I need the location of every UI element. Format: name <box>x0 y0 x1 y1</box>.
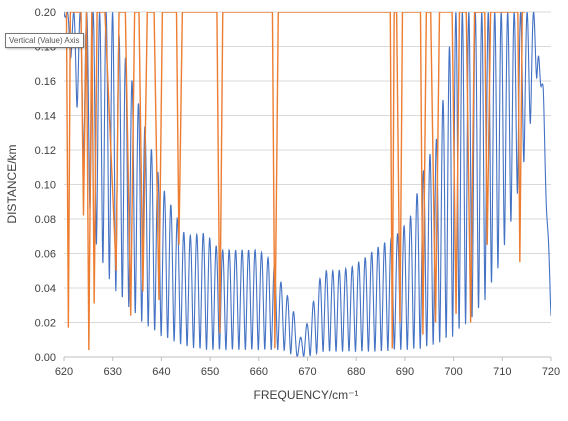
y-tick-label: 0.06 <box>35 249 56 261</box>
x-tick-label: 620 <box>55 366 73 378</box>
x-tick-label: 690 <box>396 366 414 378</box>
y-tick-label: 0.00 <box>35 352 56 364</box>
axes <box>63 356 552 361</box>
x-tick-label: 670 <box>298 366 316 378</box>
x-tick-label: 720 <box>542 366 560 378</box>
y-tick-label: 0.12 <box>35 145 56 157</box>
y-tick-label: 0.16 <box>35 76 56 88</box>
series-orange-line[interactable] <box>65 12 525 351</box>
x-axis-title: FREQUENCY/cm⁻¹ <box>254 388 359 402</box>
x-tick-label: 660 <box>250 366 268 378</box>
x-tick-label: 710 <box>493 366 511 378</box>
y-axis-title: DISTANCE/km <box>5 144 19 223</box>
y-tick-label: 0.14 <box>35 111 56 123</box>
x-tick-label: 640 <box>152 366 170 378</box>
y-tick-label: 0.02 <box>35 318 56 330</box>
plot-area[interactable] <box>64 12 551 357</box>
y-tick-label: 0.04 <box>35 283 56 295</box>
y-tick-label: 0.08 <box>35 214 56 226</box>
tick-labels: 0.000.020.040.060.080.100.120.140.160.18… <box>35 7 561 378</box>
plot-clip-group <box>64 12 551 357</box>
x-tick-label: 680 <box>347 366 365 378</box>
y-tick-label: 0.20 <box>35 7 56 19</box>
x-tick-label: 630 <box>104 366 122 378</box>
y-tick-label: 0.10 <box>35 180 56 192</box>
axis-tooltip: Vertical (Value) Axis <box>5 33 84 48</box>
x-tick-label: 650 <box>201 366 219 378</box>
x-tick-label: 700 <box>444 366 462 378</box>
